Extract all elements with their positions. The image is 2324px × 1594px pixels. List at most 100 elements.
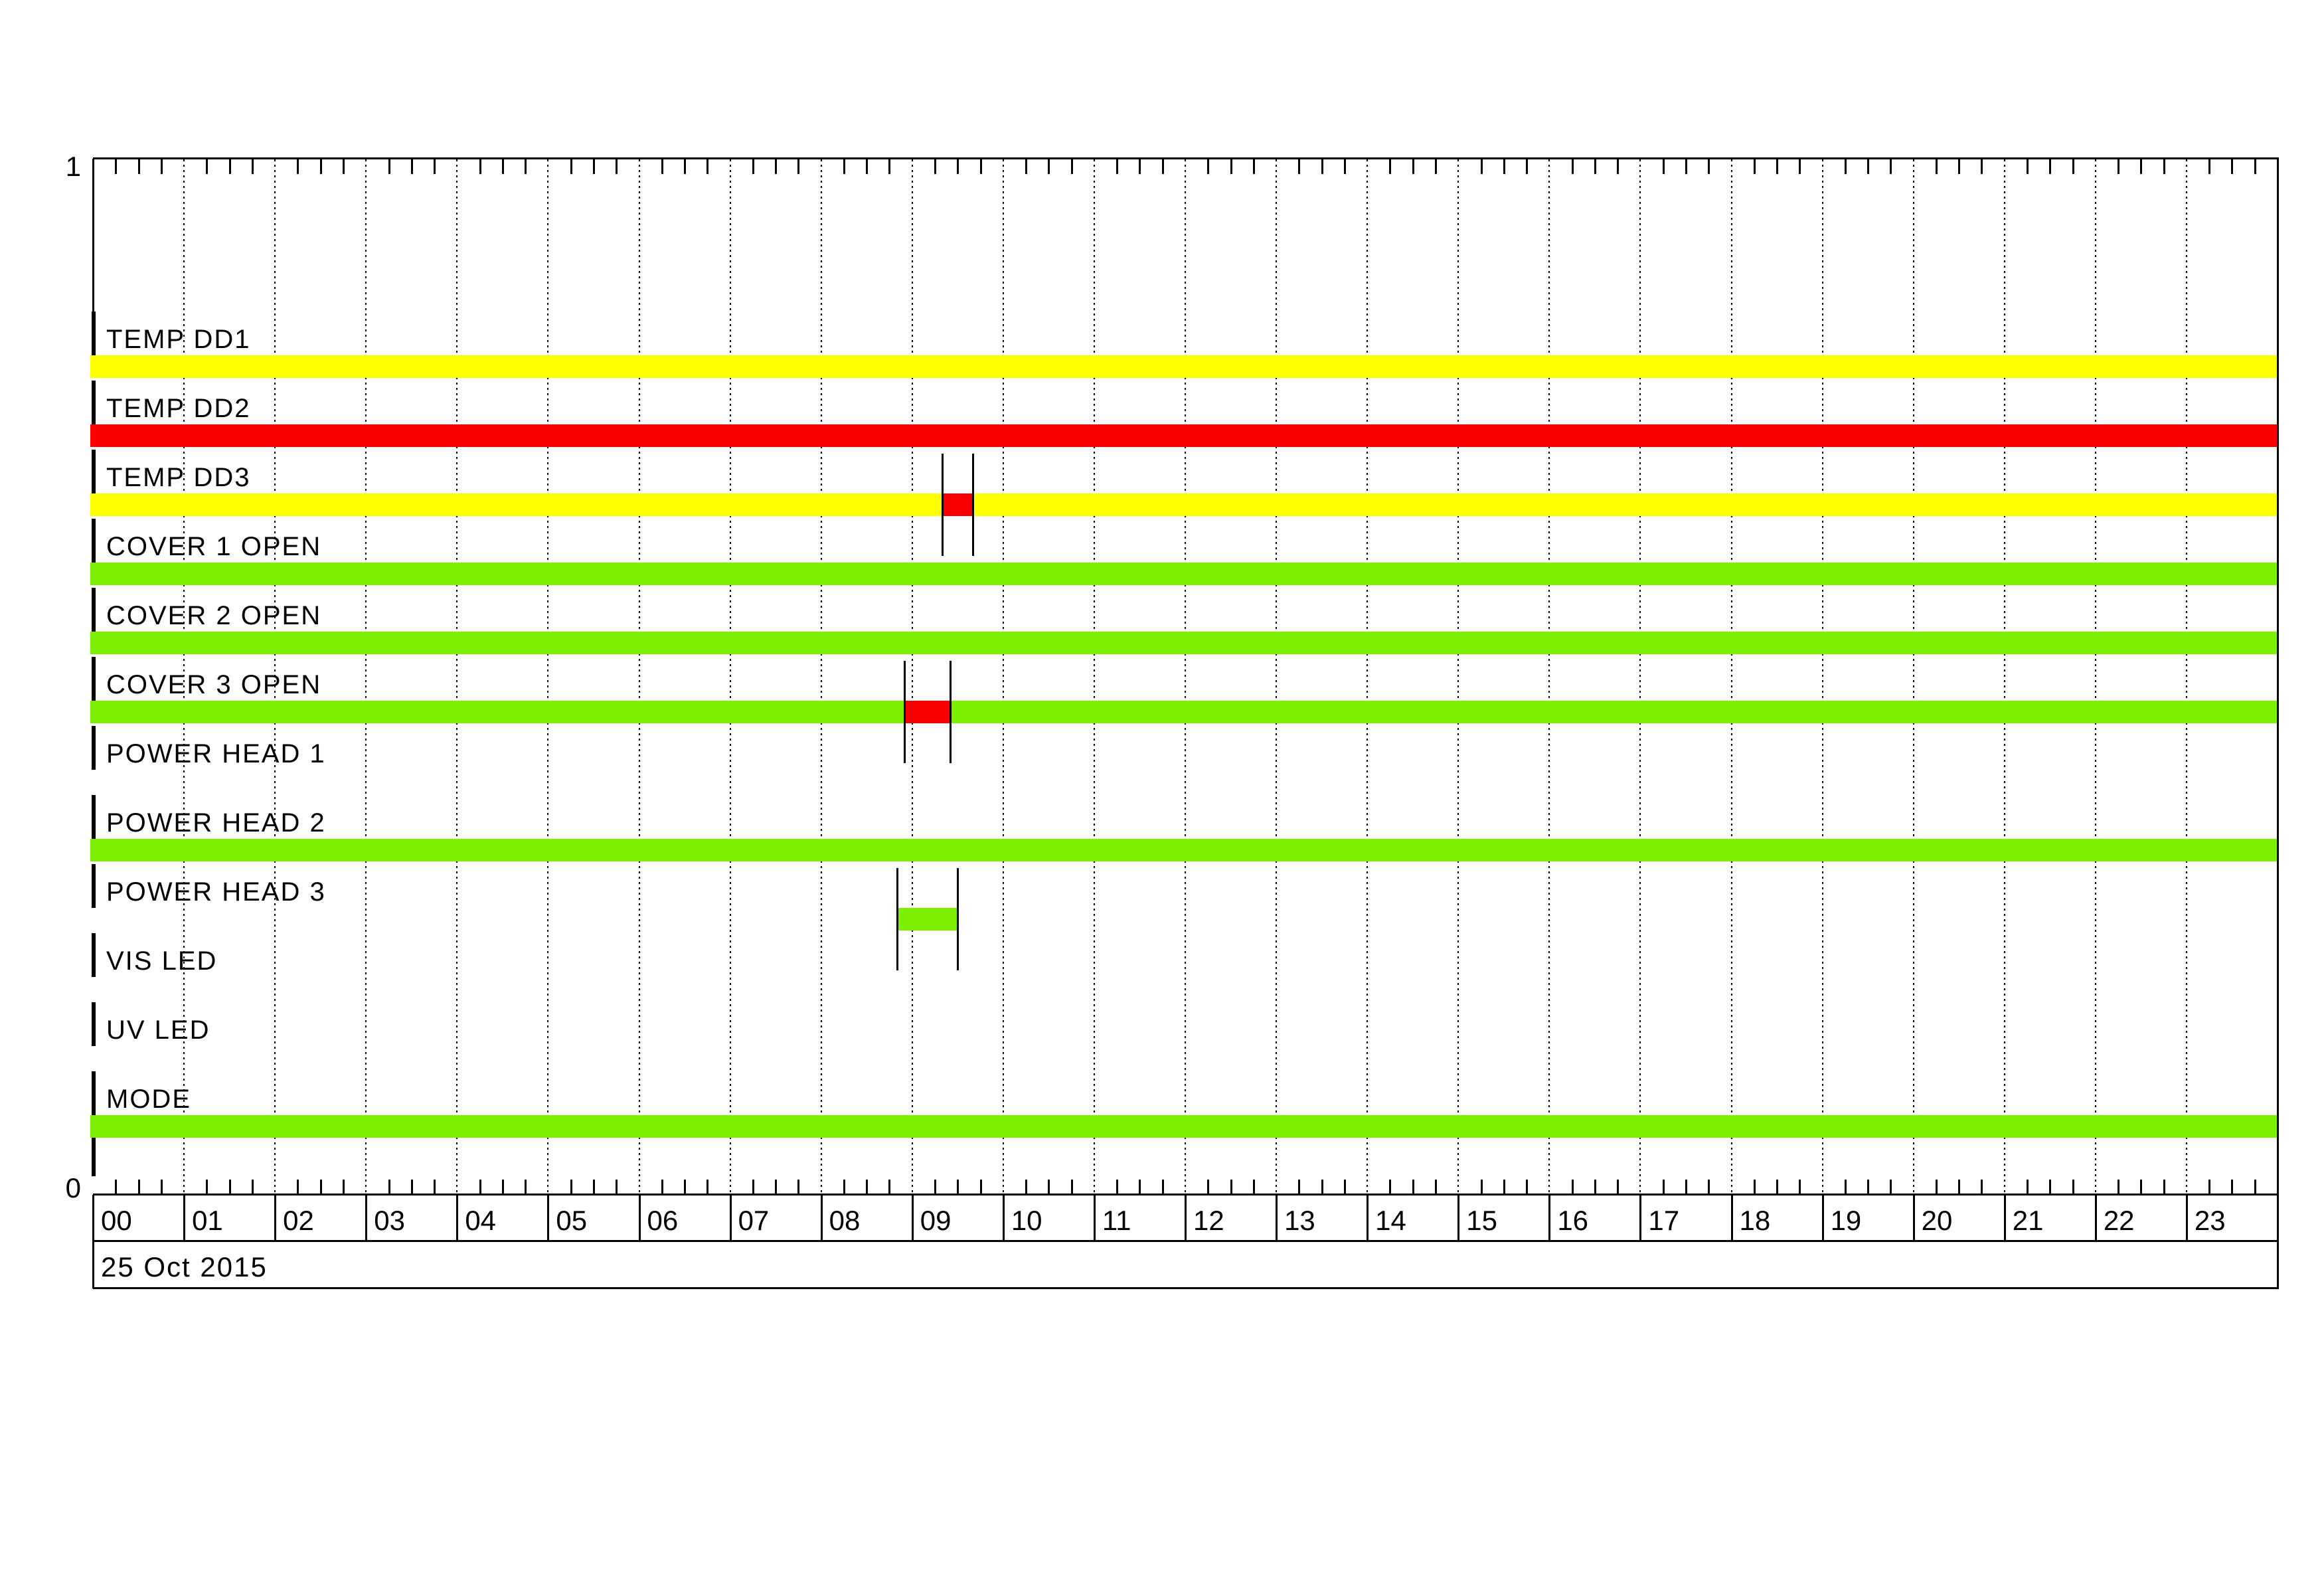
- minor-tick-top: [501, 159, 504, 174]
- row-bracket-baseline: [92, 1138, 96, 1176]
- gridline-hour-12: [1185, 159, 1186, 1194]
- minor-tick-top: [2163, 159, 2165, 174]
- minor-tick-bottom: [684, 1180, 687, 1194]
- minor-tick-top: [1981, 159, 1983, 174]
- hour-cell-separator: [92, 1195, 94, 1241]
- hour-cell-separator: [911, 1195, 914, 1241]
- minor-tick-top: [1025, 159, 1028, 174]
- minor-tick-top: [1890, 159, 1892, 174]
- row-bracket-power-head-2: [92, 795, 96, 839]
- minor-tick-top: [1708, 159, 1710, 174]
- minor-tick-top: [1776, 159, 1779, 174]
- hour-cell-separator: [1639, 1195, 1642, 1241]
- minor-tick-top: [137, 159, 140, 174]
- minor-tick-top: [2208, 159, 2211, 174]
- minor-tick-bottom: [1526, 1180, 1529, 1194]
- hour-label-23: 23: [2194, 1205, 2226, 1236]
- hour-cell-separator: [547, 1195, 550, 1241]
- hour-label-13: 13: [1284, 1205, 1315, 1236]
- row-bracket-cover-1-open: [92, 519, 96, 563]
- minor-tick-bottom: [1343, 1180, 1346, 1194]
- minor-tick-bottom: [1503, 1180, 1505, 1194]
- event-whisker-end-cover-3-open: [949, 661, 952, 763]
- minor-tick-bottom: [1958, 1180, 1961, 1194]
- minor-tick-bottom: [2231, 1180, 2234, 1194]
- event-whisker-start-power-head-3: [896, 868, 898, 970]
- minor-tick-top: [1412, 159, 1414, 174]
- minor-tick-top: [206, 159, 208, 174]
- minor-tick-bottom: [1412, 1180, 1414, 1194]
- hour-cell-separator: [1821, 1195, 1824, 1241]
- minor-tick-bottom: [797, 1180, 800, 1194]
- minor-tick-bottom: [319, 1180, 322, 1194]
- minor-tick-bottom: [1753, 1180, 1756, 1194]
- minor-tick-top: [570, 159, 572, 174]
- y-axis-bottom-label: 0: [65, 1172, 81, 1203]
- minor-tick-bottom: [2254, 1180, 2256, 1194]
- minor-tick-top: [1799, 159, 1801, 174]
- hour-cell-separator: [1548, 1195, 1551, 1241]
- minor-tick-bottom: [616, 1180, 618, 1194]
- minor-tick-top: [2117, 159, 2120, 174]
- row-label-temp-dd1: TEMP DD1: [106, 325, 251, 354]
- minor-tick-top: [1298, 159, 1301, 174]
- minor-tick-bottom: [752, 1180, 754, 1194]
- minor-tick-top: [1434, 159, 1437, 174]
- minor-tick-bottom: [1048, 1180, 1050, 1194]
- minor-tick-bottom: [342, 1180, 345, 1194]
- minor-tick-bottom: [2117, 1180, 2120, 1194]
- minor-tick-bottom: [592, 1180, 595, 1194]
- row-bracket-power-head-1: [92, 726, 96, 770]
- minor-tick-top: [1139, 159, 1141, 174]
- hour-label-14: 14: [1375, 1205, 1406, 1236]
- minor-tick-top: [525, 159, 527, 174]
- hour-label-03: 03: [374, 1205, 405, 1236]
- row-bracket-temp-dd3: [92, 450, 96, 493]
- date-row-left-border: [92, 1241, 94, 1288]
- row-bracket-mode: [92, 1071, 96, 1115]
- hour-label-07: 07: [738, 1205, 770, 1236]
- minor-tick-bottom: [570, 1180, 572, 1194]
- event-whisker-start-temp-dd3: [942, 454, 944, 556]
- minor-tick-top: [843, 159, 845, 174]
- minor-tick-bottom: [1571, 1180, 1574, 1194]
- minor-tick-top: [251, 159, 254, 174]
- minor-tick-bottom: [1298, 1180, 1301, 1194]
- gridline-hour-04: [456, 159, 458, 1194]
- date-label: 25 Oct 2015: [101, 1251, 268, 1283]
- minor-tick-bottom: [2163, 1180, 2165, 1194]
- hour-label-06: 06: [647, 1205, 679, 1236]
- minor-tick-top: [684, 159, 687, 174]
- hour-label-11: 11: [1102, 1205, 1131, 1236]
- minor-tick-top: [1230, 159, 1232, 174]
- gridline-hour-18: [1730, 159, 1732, 1194]
- plot-top-border: [93, 157, 2279, 159]
- y-axis-top-label: 1: [65, 151, 81, 182]
- hour-cell-separator: [1093, 1195, 1096, 1241]
- minor-tick-top: [434, 159, 436, 174]
- minor-tick-top: [160, 159, 163, 174]
- bar-segment-temp-dd1: [90, 355, 2279, 378]
- minor-tick-top: [934, 159, 937, 174]
- row-label-power-head-2: POWER HEAD 2: [106, 808, 326, 838]
- minor-tick-bottom: [1321, 1180, 1323, 1194]
- minor-tick-top: [1753, 159, 1756, 174]
- hour-label-09: 09: [920, 1205, 952, 1236]
- hour-label-01: 01: [192, 1205, 223, 1236]
- row-bracket-cover-3-open: [92, 657, 96, 701]
- row-label-cover-1-open: COVER 1 OPEN: [106, 532, 322, 561]
- bar-segment-mode: [90, 1115, 2279, 1138]
- gridline-hour-23: [2185, 159, 2187, 1194]
- minor-tick-top: [661, 159, 663, 174]
- minor-tick-top: [1048, 159, 1050, 174]
- bar-segment-cover-3-open-event: [904, 701, 950, 723]
- hour-label-10: 10: [1011, 1205, 1042, 1236]
- minor-tick-top: [1116, 159, 1119, 174]
- minor-tick-bottom: [934, 1180, 937, 1194]
- minor-tick-top: [592, 159, 595, 174]
- minor-tick-top: [115, 159, 118, 174]
- minor-tick-top: [228, 159, 231, 174]
- minor-tick-bottom: [1708, 1180, 1710, 1194]
- hour-label-12: 12: [1193, 1205, 1224, 1236]
